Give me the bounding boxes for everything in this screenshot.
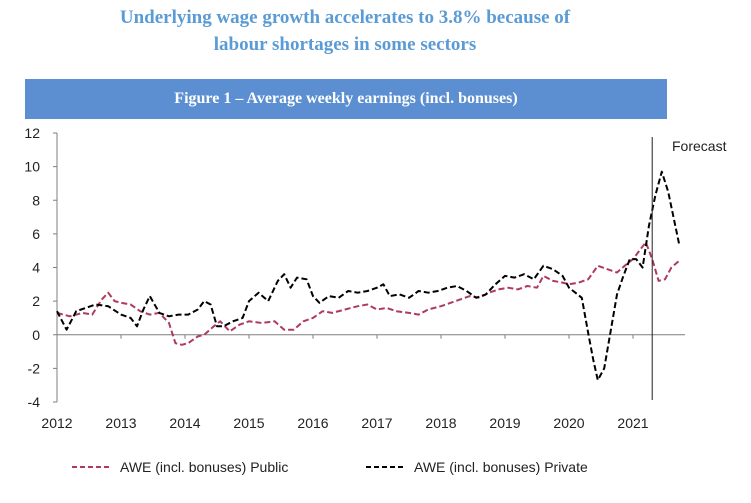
series-layer xyxy=(56,170,681,382)
x-tick-label: 2012 xyxy=(41,415,72,431)
x-tick-label: 2020 xyxy=(553,415,584,431)
y-tick-label: 12 xyxy=(24,125,40,141)
y-tick-label: -4 xyxy=(28,394,41,410)
x-tick-label: 2017 xyxy=(361,415,392,431)
headline-line-2: labour shortages in some sectors xyxy=(213,34,477,55)
legend-label-public: AWE (incl. bonuses) Public xyxy=(120,459,288,475)
figure-banner: Figure 1 – Average weekly earnings (incl… xyxy=(25,79,667,119)
y-tick-label: 4 xyxy=(32,260,40,276)
headline-line-1: Underlying wage growth accelerates to 3.… xyxy=(119,7,571,28)
y-tick-label: -2 xyxy=(28,360,41,376)
x-tick-label: 2015 xyxy=(233,415,264,431)
forecast-label: Forecast xyxy=(672,138,727,154)
chart-legend: AWE (incl. bonuses) Public AWE (incl. bon… xyxy=(72,459,588,475)
x-tick-label: 2013 xyxy=(105,415,136,431)
legend-label-private: AWE (incl. bonuses) Private xyxy=(414,459,588,475)
series-line-private xyxy=(56,170,681,382)
x-tick-label: 2018 xyxy=(425,415,456,431)
y-tick-label: 8 xyxy=(32,192,40,208)
y-tick-label: 6 xyxy=(32,226,40,242)
x-tick-label: 2016 xyxy=(297,415,328,431)
forecast-layer: Forecast xyxy=(651,137,727,400)
chart-headline: Underlying wage growth accelerates to 3.… xyxy=(0,4,690,58)
x-tick-label: 2019 xyxy=(489,415,520,431)
x-tick-label: 2014 xyxy=(169,415,200,431)
y-tick-label: 0 xyxy=(32,327,40,343)
figure-title: Figure 1 – Average weekly earnings (incl… xyxy=(174,90,518,107)
y-tick-label: 2 xyxy=(32,293,40,309)
series-line-public xyxy=(56,241,680,346)
x-tick-label: 2021 xyxy=(617,415,648,431)
chart-axes: -4 -2 0 2 4 6 8 10 12 2012 2013 2014 2015 2016 2017 201… xyxy=(24,125,685,431)
y-tick-label: 10 xyxy=(24,159,40,175)
